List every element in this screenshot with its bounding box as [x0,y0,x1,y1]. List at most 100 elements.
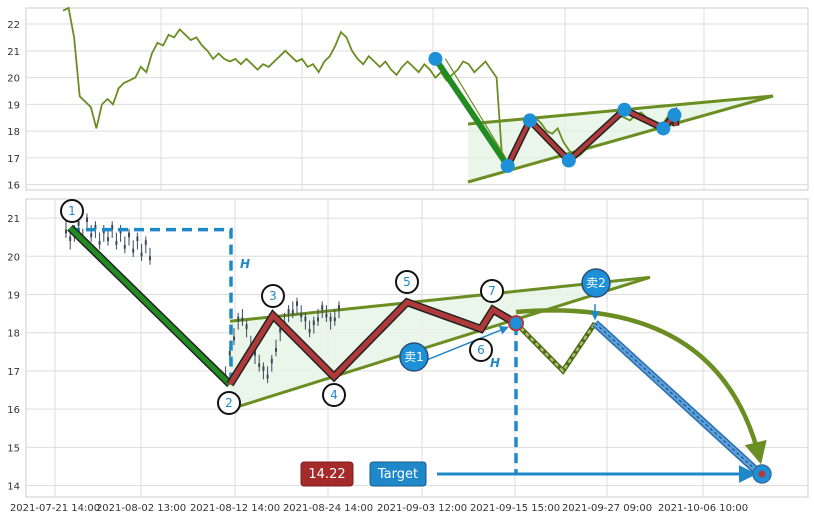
candle-body [107,237,109,242]
price-tag-box [300,461,354,487]
target-marker-core [758,470,766,478]
candle-body [258,363,261,368]
candle-body [136,236,139,242]
main-y-tick-label: 16 [7,405,20,416]
candle-body [321,305,324,310]
pivot-label-circle [322,383,346,407]
top-pivot-marker [656,121,671,136]
main-y-tick-label: 18 [7,329,20,340]
top-plot-frame [25,7,809,191]
pivot-label-circle [469,338,493,362]
candle-body [291,309,294,314]
main-x-tick-label: 2021-09-03 12:00 [377,503,467,514]
top-y-tick-label: 22 [7,20,20,31]
candle-body [325,313,328,318]
candle-body [262,366,265,371]
main-x-tick-label: 2021-09-15 15:00 [470,503,560,514]
sell-marker-label: 卖2 [586,276,606,290]
candle-body [312,320,315,326]
top-y-tick-label: 17 [7,154,20,165]
main-upper-trendline [229,275,651,323]
candle-body [77,221,80,226]
price-tag-value: 14.22 [308,467,345,482]
candle-body [304,316,307,322]
main-y-tick-label: 17 [7,367,20,378]
top-down-leg-guide [444,58,507,159]
top-pivot-marker [428,51,443,66]
candle-body [69,236,72,242]
candle-body [254,351,256,356]
candle-body [115,241,118,245]
main-lower-trendline [229,275,651,411]
candle-body [123,244,126,249]
pivot-label-number: 7 [488,284,496,298]
main-y-tick-label: 14 [7,482,20,493]
projection-path [515,322,597,373]
height-label-right: H [490,356,500,370]
main-y-tick-label: 21 [7,214,20,225]
candle-body [241,317,244,322]
sell1-arrow [427,326,509,361]
candle-body [270,358,273,364]
candle-body [245,324,248,329]
top-pivot-marker [667,108,682,123]
target-tag-label: Target [377,467,418,482]
candle-body [90,233,93,238]
candle-body [287,309,290,314]
height-guide-left [70,227,233,387]
candle-body [329,316,332,322]
sell-path-center [594,322,759,473]
candle-body [132,248,135,253]
pivot-label-number: 3 [269,289,277,303]
candle-body [94,224,97,230]
top-lower-trendline [467,94,774,184]
target-tag-box [369,461,427,487]
top-overview-panel: 16 17 18 19 20 21 22 [7,6,809,192]
top-down-leg [432,57,511,168]
main-y-tick-label: 20 [7,252,20,263]
candle-body [65,229,67,234]
main-y-tick-label: 19 [7,291,20,302]
candle-body [308,328,311,333]
candle-body [128,232,130,238]
top-y-tick-label: 18 [7,127,20,138]
sell-marker-label: 卖1 [404,350,424,364]
candle-body [228,351,231,356]
candle-body [266,374,269,379]
breakout-marker [508,315,524,332]
candle-body [333,317,336,322]
top-pivot-marker [617,102,632,117]
sell-marker-circle [581,268,611,298]
pivot-label-number: 6 [477,343,485,357]
candle-body [300,313,303,318]
pivot-label-circle [60,199,84,223]
candle-body [149,256,151,261]
main-y-tick-label: 15 [7,443,20,454]
candle-body [86,217,88,222]
candle-body [279,328,282,333]
candle-body [296,301,298,306]
candle-body [144,240,147,245]
top-pivot-marker [500,158,515,173]
main-x-tick-label: 2021-08-02 13:00 [96,503,186,514]
candle-body [233,336,235,341]
top-pivot-marker [522,113,537,128]
pivot-label-number: 5 [403,275,411,289]
main-x-tick-label: 2021-08-12 14:00 [190,503,280,514]
top-pivot-marker [561,153,576,168]
pivot-label-circle [217,391,241,415]
candle-body [237,316,240,322]
candle-body [111,224,114,230]
pivot-label-number: 2 [225,396,233,410]
height-label-left: H [240,257,250,271]
pivot-label-number: 1 [68,204,76,218]
candle-body [140,252,143,257]
main-x-tick-label: 2021-08-24 14:00 [283,503,373,514]
main-x-tick-label: 2021-07-21 14:00 [10,503,100,514]
main-down-leg [68,225,232,387]
top-y-tick-label: 21 [7,47,20,58]
main-x-tick-label: 2021-10-06 10:00 [658,503,748,514]
projection-curve-arrow [515,308,767,465]
